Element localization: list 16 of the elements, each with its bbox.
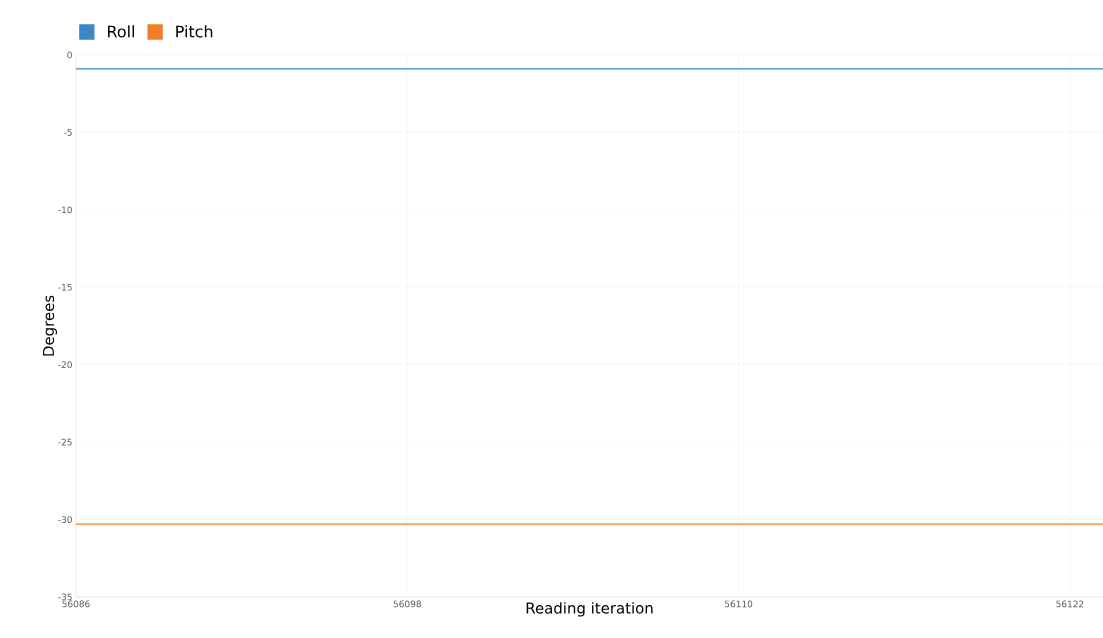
legend-label: Pitch — [176, 25, 213, 38]
y-tick-label: -35 — [58, 593, 72, 601]
x-tick-label: 56122 — [1056, 600, 1084, 608]
y-tick-label: -30 — [58, 516, 72, 523]
y-tick-label: -20 — [58, 361, 72, 369]
y-tick-label: -5 — [63, 129, 72, 136]
y-tick-label: 0 — [67, 51, 72, 59]
x-axis-title: Reading iteration — [526, 602, 653, 617]
y-tick-label: -10 — [58, 206, 72, 214]
legend-label: Roll — [108, 25, 134, 38]
y-axis-title: Degrees — [43, 295, 57, 356]
x-tick-label: 56086 — [62, 600, 90, 608]
x-tick-label: 56110 — [725, 600, 753, 608]
x-tick-label: 56098 — [393, 600, 421, 608]
y-tick-label: -25 — [58, 438, 72, 446]
y-tick-label: -15 — [58, 283, 72, 291]
